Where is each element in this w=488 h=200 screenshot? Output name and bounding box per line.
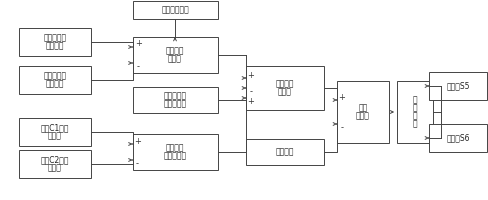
Text: +: + xyxy=(247,71,254,79)
Bar xyxy=(19,28,91,56)
Text: 压采样值: 压采样值 xyxy=(46,79,64,88)
Text: +: + xyxy=(134,136,141,146)
Text: +: + xyxy=(135,40,142,48)
Text: 开关管S5: 开关管S5 xyxy=(446,82,470,90)
Text: 电网电压相位: 电网电压相位 xyxy=(161,5,189,15)
Text: +: + xyxy=(247,98,254,106)
Text: 开关管S6: 开关管S6 xyxy=(446,134,470,142)
Bar xyxy=(133,87,218,113)
Text: 输入侧电感: 输入侧电感 xyxy=(163,92,186,100)
Text: 驱: 驱 xyxy=(413,96,417,104)
Text: -: - xyxy=(341,123,344,132)
Text: 辑: 辑 xyxy=(413,119,417,129)
Bar xyxy=(19,118,91,146)
Text: 电容C1电压: 电容C1电压 xyxy=(41,123,69,132)
Bar xyxy=(429,72,487,100)
Text: 调节器: 调节器 xyxy=(278,88,292,97)
Text: -: - xyxy=(136,160,139,168)
Bar xyxy=(337,81,389,143)
Text: 逻: 逻 xyxy=(413,112,417,120)
Text: 第一电压: 第一电压 xyxy=(166,46,184,55)
Text: 电流采样值: 电流采样值 xyxy=(163,99,186,108)
Text: 三角载波: 三角载波 xyxy=(276,148,294,156)
Text: +: + xyxy=(339,92,346,102)
Bar xyxy=(246,66,324,110)
Bar xyxy=(133,37,218,73)
Bar xyxy=(19,150,91,178)
Bar xyxy=(19,66,91,94)
Bar xyxy=(429,124,487,152)
Text: 电压: 电压 xyxy=(358,104,367,112)
Text: 直流母线电: 直流母线电 xyxy=(43,33,66,43)
Text: 第一电流: 第一电流 xyxy=(276,79,294,88)
Text: -: - xyxy=(249,88,252,97)
Bar xyxy=(246,139,324,165)
Text: 调节器: 调节器 xyxy=(168,54,182,64)
Text: 中点电压: 中点电压 xyxy=(166,144,184,152)
Bar xyxy=(133,1,218,19)
Text: 均衡调节器: 均衡调节器 xyxy=(163,152,186,160)
Text: 电容C2电压: 电容C2电压 xyxy=(41,156,69,164)
Bar xyxy=(397,81,433,143)
Text: 压基准值: 压基准值 xyxy=(46,42,64,50)
Text: 直流母线电: 直流母线电 xyxy=(43,72,66,80)
Text: 采样值: 采样值 xyxy=(48,132,62,140)
Text: 采样值: 采样值 xyxy=(48,164,62,172)
Text: -: - xyxy=(137,62,140,72)
Bar xyxy=(133,134,218,170)
Text: 动: 动 xyxy=(413,104,417,112)
Text: 比较器: 比较器 xyxy=(356,112,370,120)
